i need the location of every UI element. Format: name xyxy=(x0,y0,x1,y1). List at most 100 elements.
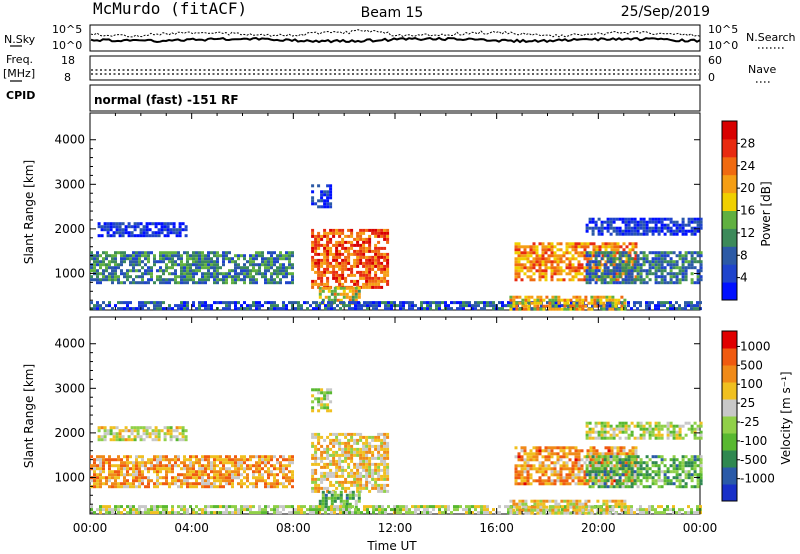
power-colorbar-swatch xyxy=(722,192,737,211)
x-tick-label: 16:00 xyxy=(479,521,514,535)
noise-sky-trace xyxy=(90,36,701,44)
velocity-data-layer xyxy=(90,388,703,515)
freq-left-tick-bottom: 8 xyxy=(64,71,71,84)
power-colorbar-tick-label: 24 xyxy=(740,159,755,173)
power-region-9 xyxy=(509,295,627,311)
noise-right-label: N.Search xyxy=(746,31,796,44)
velocity-ytick-label: 3000 xyxy=(54,381,85,395)
x-tick-label: 08:00 xyxy=(276,521,311,535)
power-colorbar-swatch xyxy=(722,210,737,229)
power-colorbar-tick-label: 8 xyxy=(740,248,748,262)
power-region-1 xyxy=(97,222,188,238)
power-colorbar-swatch xyxy=(722,264,737,283)
freq-right-tick-bottom: 0 xyxy=(708,71,715,84)
power-data-layer xyxy=(90,184,703,311)
freq-left-tick-top: 18 xyxy=(61,54,75,67)
velocity-colorbar-swatch xyxy=(722,450,737,468)
freq-right-tick-top: 60 xyxy=(708,54,722,67)
power-colorbar-tick-label: 20 xyxy=(740,181,755,195)
velocity-colorbar-frame xyxy=(721,330,738,502)
velocity-ytick-label: 2000 xyxy=(54,426,85,440)
power-colorbar-swatch xyxy=(722,156,737,176)
velocity-colorbar-tick-label: -500 xyxy=(740,453,767,467)
power-ylabel: Slant Range [km] xyxy=(22,160,36,264)
velocity-region-9 xyxy=(509,499,627,515)
x-tick-label: 12:00 xyxy=(378,521,413,535)
velocity-colorbar-swatch xyxy=(722,365,737,383)
freq-left-label-line1: Freq. xyxy=(6,53,33,66)
power-region-6 xyxy=(585,251,703,285)
velocity-y-axis: 1000 2000 3000 4000 xyxy=(54,337,700,514)
cpid-text: normal (fast) -151 RF xyxy=(94,93,239,107)
freq-left-label-line2: [MHz] xyxy=(3,67,35,80)
velocity-colorbar-swatch xyxy=(722,484,737,502)
noise-right-tick-bottom: 10^0 xyxy=(708,39,738,52)
velocity-colorbar-tick-label: -1000 xyxy=(740,472,775,486)
power-colorbar-tick-label: 16 xyxy=(740,204,755,218)
power-region-3 xyxy=(311,184,333,209)
power-colorbar-swatch xyxy=(722,138,737,158)
power-colorbar: 4 8 12 16 20 24 28 xyxy=(721,120,755,301)
power-region-7 xyxy=(585,217,703,236)
velocity-region-1 xyxy=(97,426,188,442)
velocity-cbar-label: Velocity [m s⁻¹] xyxy=(779,371,793,464)
velocity-colorbar: 1000 500 100 25 -25 -100 -500 -1000 xyxy=(721,330,775,502)
x-tick-label: 04:00 xyxy=(174,521,209,535)
noise-panel-frame xyxy=(89,24,701,52)
noise-left-label: N.Sky xyxy=(4,33,36,46)
power-y-axis: 1000 2000 3000 4000 xyxy=(54,133,700,310)
power-colorbar-swatch xyxy=(722,174,737,194)
power-cbar-label: Power [dB] xyxy=(759,181,773,246)
velocity-colorbar-swatch xyxy=(722,399,737,417)
velocity-region-7 xyxy=(585,421,703,440)
x-tick-label: 00:00 xyxy=(73,521,108,535)
power-colorbar-swatch xyxy=(722,121,737,140)
velocity-colorbar-swatch xyxy=(722,331,737,349)
velocity-colorbar-tick-label: -100 xyxy=(740,434,767,448)
velocity-region-2 xyxy=(311,432,390,493)
noise-right-tick-top: 10^5 xyxy=(708,23,738,36)
power-colorbar-swatch xyxy=(722,246,737,265)
beam-title: Beam 15 xyxy=(361,5,424,21)
date-title: 25/Sep/2019 xyxy=(621,4,710,20)
cpid-panel-frame xyxy=(89,84,701,112)
power-ytick-label: 4000 xyxy=(54,133,85,147)
velocity-region-6 xyxy=(585,455,703,489)
power-region-0 xyxy=(90,251,294,285)
velocity-colorbar-swatch xyxy=(722,382,737,400)
velocity-colorbar-tick-label: 500 xyxy=(740,358,763,372)
x-axis-label: Time UT xyxy=(366,539,417,553)
power-region-2 xyxy=(311,228,390,289)
power-ytick-label: 1000 xyxy=(54,266,85,280)
velocity-colorbar-swatch xyxy=(722,433,737,451)
noise-left-tick-top: 10^5 xyxy=(52,23,82,36)
noise-left-tick-bottom: 10^0 xyxy=(52,39,82,52)
velocity-colorbar-tick-label: 25 xyxy=(740,396,755,410)
cpid-label: CPID xyxy=(6,89,35,102)
power-colorbar-tick-label: 12 xyxy=(740,226,755,240)
velocity-ytick-label: 4000 xyxy=(54,337,85,351)
velocity-colorbar-swatch xyxy=(722,416,737,434)
power-x-ticks xyxy=(89,113,701,310)
power-colorbar-tick-label: 4 xyxy=(740,271,748,285)
velocity-ylabel: Slant Range [km] xyxy=(22,364,36,468)
velocity-region-0 xyxy=(90,455,294,489)
noise-traces xyxy=(90,29,701,44)
freq-panel-frame xyxy=(89,55,701,81)
nave-right-label: Nave xyxy=(748,63,776,76)
velocity-colorbar-tick-label: -25 xyxy=(740,415,760,429)
velocity-colorbar-tick-label: 1000 xyxy=(740,339,771,353)
station-title: McMurdo (fitACF) xyxy=(93,0,247,18)
x-tick-label: 20:00 xyxy=(581,521,616,535)
noise-search-trace xyxy=(90,29,701,38)
power-colorbar-swatch xyxy=(722,282,737,301)
velocity-colorbar-tick-label: 100 xyxy=(740,377,763,391)
velocity-region-3 xyxy=(311,388,333,413)
power-ytick-label: 3000 xyxy=(54,177,85,191)
velocity-ytick-label: 1000 xyxy=(54,470,85,484)
velocity-colorbar-swatch xyxy=(722,348,737,366)
power-ytick-label: 2000 xyxy=(54,222,85,236)
velocity-colorbar-swatch xyxy=(722,467,737,485)
